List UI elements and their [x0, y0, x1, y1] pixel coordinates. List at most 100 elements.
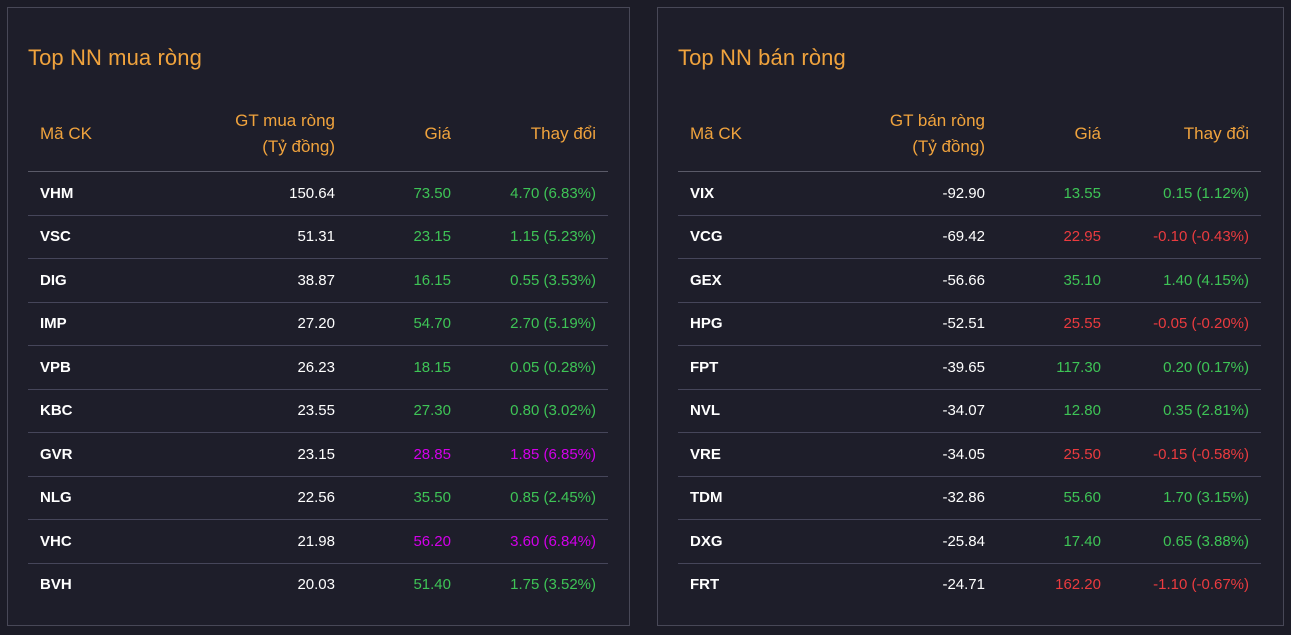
header-value-line2: (Tỷ đồng) [262, 137, 335, 156]
table-row[interactable]: FRT -24.71 162.20 -1.10 (-0.67%) [678, 563, 1261, 606]
stock-code[interactable]: IMP [28, 302, 138, 346]
change: 3.60 (6.84%) [463, 519, 608, 564]
table-row[interactable]: NVL -34.07 12.80 0.35 (2.81%) [678, 389, 1261, 433]
header-stock-code[interactable]: Mã CK [678, 97, 788, 172]
stock-code[interactable]: DXG [678, 519, 788, 564]
net-value: 23.55 [138, 389, 347, 433]
header-change[interactable]: Thay đổi [1113, 97, 1261, 172]
stock-code[interactable]: GVR [28, 432, 138, 477]
net-value: -56.66 [788, 258, 997, 303]
header-value-line2: (Tỷ đồng) [912, 137, 985, 156]
change: 0.35 (2.81%) [1113, 389, 1261, 433]
stock-code[interactable]: TDM [678, 476, 788, 520]
panel-title: Top NN bán ròng [678, 45, 846, 70]
change: 1.40 (4.15%) [1113, 258, 1261, 303]
header-change[interactable]: Thay đổi [463, 97, 608, 172]
header-net-sell-value[interactable]: GT bán ròng (Tỷ đồng) [788, 97, 997, 172]
table-row[interactable]: NLG 22.56 35.50 0.85 (2.45%) [28, 476, 608, 520]
net-value: 38.87 [138, 258, 347, 303]
table-row[interactable]: GEX -56.66 35.10 1.40 (4.15%) [678, 258, 1261, 303]
stock-code[interactable]: NLG [28, 476, 138, 520]
header-price[interactable]: Giá [347, 97, 463, 172]
table-row[interactable]: DIG 38.87 16.15 0.55 (3.53%) [28, 258, 608, 303]
change: -0.05 (-0.20%) [1113, 302, 1261, 346]
net-sell-rows: VIX -92.90 13.55 0.15 (1.12%) VCG -69.42 22.9… [678, 171, 1261, 607]
table-row[interactable]: BVH 20.03 51.40 1.75 (3.52%) [28, 563, 608, 606]
price: 27.30 [347, 389, 463, 433]
net-value: 23.15 [138, 432, 347, 477]
panel-title: Top NN mua ròng [28, 45, 202, 70]
table-row[interactable]: VRE -34.05 25.50 -0.15 (-0.58%) [678, 432, 1261, 477]
header-stock-code[interactable]: Mã CK [28, 97, 138, 172]
change: 4.70 (6.83%) [463, 171, 608, 216]
table-row[interactable]: FPT -39.65 117.30 0.20 (0.17%) [678, 345, 1261, 390]
change: 1.70 (3.15%) [1113, 476, 1261, 520]
net-value: 150.64 [138, 171, 347, 216]
net-value: -92.90 [788, 171, 997, 216]
stock-code[interactable]: VIX [678, 171, 788, 216]
stock-code[interactable]: VCG [678, 215, 788, 259]
price: 25.55 [997, 302, 1113, 346]
price: 117.30 [997, 345, 1113, 390]
net-value: -69.42 [788, 215, 997, 259]
table-row[interactable]: VHC 21.98 56.20 3.60 (6.84%) [28, 519, 608, 564]
table-row[interactable]: IMP 27.20 54.70 2.70 (5.19%) [28, 302, 608, 346]
net-buy-rows: VHM 150.64 73.50 4.70 (6.83%) VSC 51.31 23.15… [28, 171, 608, 607]
header-price[interactable]: Giá [997, 97, 1113, 172]
net-value: -39.65 [788, 345, 997, 390]
net-value: -25.84 [788, 519, 997, 564]
stock-code[interactable]: VHC [28, 519, 138, 564]
table-row[interactable]: VHM 150.64 73.50 4.70 (6.83%) [28, 171, 608, 216]
stock-code[interactable]: DIG [28, 258, 138, 303]
table-row[interactable]: VIX -92.90 13.55 0.15 (1.12%) [678, 171, 1261, 216]
stock-code[interactable]: VHM [28, 171, 138, 216]
table-header-row: Mã CK GT mua ròng (Tỷ đồng) Giá Thay đổi [28, 97, 608, 172]
table-row[interactable]: GVR 23.15 28.85 1.85 (6.85%) [28, 432, 608, 477]
net-value: -24.71 [942, 576, 985, 594]
price: 16.15 [347, 258, 463, 303]
change: 1.75 (3.52%) [510, 576, 596, 594]
stock-code[interactable]: FRT [690, 576, 720, 594]
stock-code[interactable]: BVH [40, 576, 72, 594]
price: 55.60 [997, 476, 1113, 520]
change: -0.10 (-0.43%) [1113, 215, 1261, 259]
table-row[interactable]: VPB 26.23 18.15 0.05 (0.28%) [28, 345, 608, 390]
table-row[interactable]: TDM -32.86 55.60 1.70 (3.15%) [678, 476, 1261, 520]
price: 35.10 [997, 258, 1113, 303]
net-value: -34.05 [788, 432, 997, 477]
stock-code[interactable]: VPB [28, 345, 138, 390]
stock-code[interactable]: KBC [28, 389, 138, 433]
table-row[interactable]: DXG -25.84 17.40 0.65 (3.88%) [678, 519, 1261, 564]
change: 0.05 (0.28%) [463, 345, 608, 390]
change: 2.70 (5.19%) [463, 302, 608, 346]
table-row[interactable]: VCG -69.42 22.95 -0.10 (-0.43%) [678, 215, 1261, 259]
net-value: 51.31 [138, 215, 347, 259]
stock-code[interactable]: HPG [678, 302, 788, 346]
net-value: -34.07 [788, 389, 997, 433]
price: 17.40 [997, 519, 1113, 564]
top-net-sell-panel: Top NN bán ròng Mã CK GT bán ròng (Tỷ đồ… [657, 7, 1284, 626]
stock-code[interactable]: GEX [678, 258, 788, 303]
header-value-line1: GT bán ròng [889, 111, 985, 130]
stock-code[interactable]: VSC [28, 215, 138, 259]
net-value: 26.23 [138, 345, 347, 390]
net-value: 21.98 [138, 519, 347, 564]
table-header-row: Mã CK GT bán ròng (Tỷ đồng) Giá Thay đổi [678, 97, 1261, 172]
net-value: 22.56 [138, 476, 347, 520]
stock-code[interactable]: VRE [678, 432, 788, 477]
price: 13.55 [997, 171, 1113, 216]
net-value: 27.20 [138, 302, 347, 346]
table-row[interactable]: VSC 51.31 23.15 1.15 (5.23%) [28, 215, 608, 259]
price: 12.80 [997, 389, 1113, 433]
price: 162.20 [1055, 576, 1101, 594]
change: 1.85 (6.85%) [463, 432, 608, 477]
stock-code[interactable]: FPT [678, 345, 788, 390]
price: 22.95 [997, 215, 1113, 259]
price: 28.85 [347, 432, 463, 477]
header-net-buy-value[interactable]: GT mua ròng (Tỷ đồng) [138, 97, 347, 172]
table-row[interactable]: HPG -52.51 25.55 -0.05 (-0.20%) [678, 302, 1261, 346]
stock-code[interactable]: NVL [678, 389, 788, 433]
top-net-buy-panel: Top NN mua ròng Mã CK GT mua ròng (Tỷ đồ… [7, 7, 630, 626]
table-row[interactable]: KBC 23.55 27.30 0.80 (3.02%) [28, 389, 608, 433]
header-value-line1: GT mua ròng [235, 111, 335, 130]
